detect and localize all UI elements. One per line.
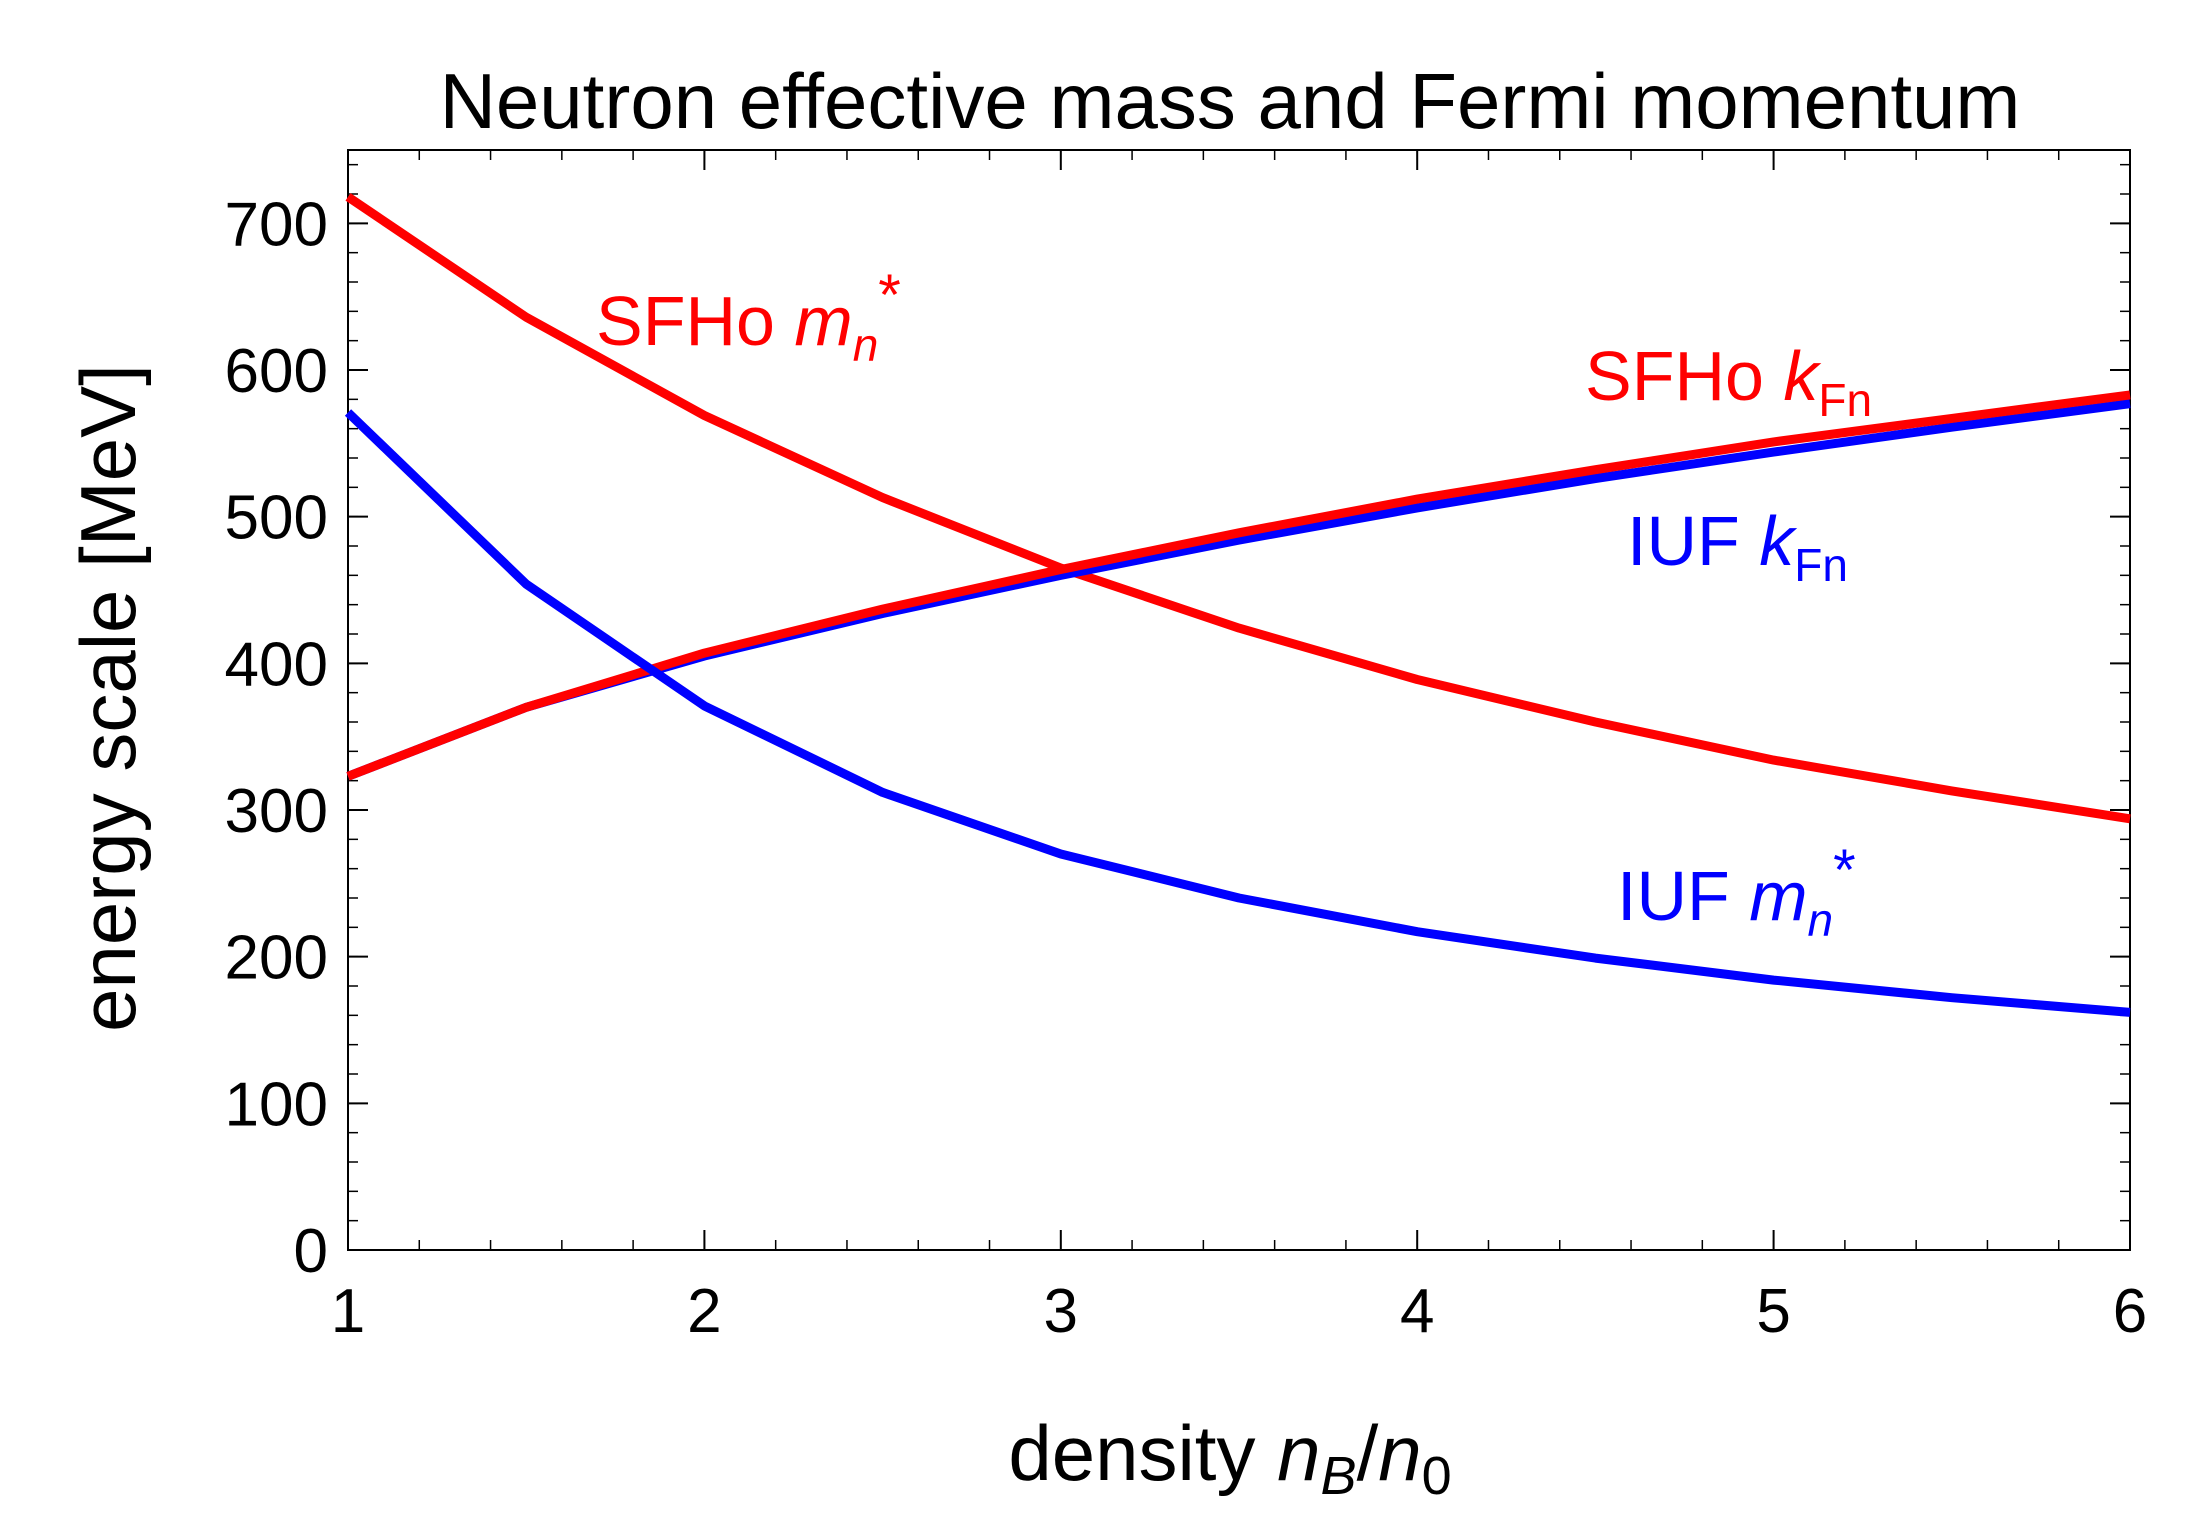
y-axis-label: energy scale [MeV] [64, 364, 152, 1032]
y-tick-label: 200 [225, 924, 328, 993]
plot-axes: 1 2 3 4 5 6 0 100 200 300 400 500 600 700 [225, 149, 2147, 1346]
x-tick-label: 6 [2113, 1277, 2147, 1346]
series-line-iuf-k-fn [346, 399, 2131, 781]
y-tick-label: 400 [225, 630, 328, 699]
x-tick-label: 5 [1756, 1277, 1790, 1346]
y-tick-label: 500 [225, 484, 328, 553]
x-tick-label: 2 [687, 1277, 721, 1346]
series-label-iuf-m-n-: IUF mn* [1617, 838, 1856, 946]
y-tick-label: 100 [225, 1070, 328, 1139]
x-tick-label: 1 [331, 1277, 365, 1346]
series-label-iuf-k-fn: IUF kFn [1627, 502, 1848, 591]
plot-lines [344, 193, 2131, 1017]
series-labels: SFHo mn* IUF kFn SFHo kFn IUF mn* [596, 263, 1872, 946]
x-tick-label: 3 [1044, 1277, 1078, 1346]
x-tick-label: 4 [1400, 1277, 1434, 1346]
series-line-sfho-k-fn [346, 390, 2131, 781]
y-tick-label: 0 [294, 1217, 328, 1286]
y-tick-label: 700 [225, 190, 328, 259]
x-axis-label-prefix: density [1008, 1409, 1277, 1497]
series-label-sfho-m-n-: SFHo mn* [596, 263, 901, 371]
series-line-iuf-m-n- [344, 409, 2131, 1017]
plot-frame [347, 149, 2131, 1251]
chart-title: Neutron effective mass and Fermi momentu… [440, 57, 2021, 145]
series-label-sfho-k-fn: SFHo kFn [1585, 337, 1872, 426]
series-line-sfho-m-n- [345, 193, 2131, 824]
y-tick-label: 300 [225, 777, 328, 846]
x-axis-label: density nB/n0 [1008, 1409, 1451, 1506]
y-tick-label: 600 [225, 337, 328, 406]
